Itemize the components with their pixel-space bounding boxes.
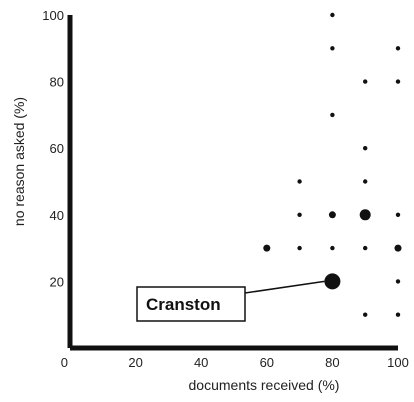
y-tick-label: 40: [50, 208, 64, 223]
x-tick-label: 0: [61, 355, 68, 370]
x-axis-label: documents received (%): [189, 377, 340, 393]
x-tick-label: 60: [260, 355, 274, 370]
data-point: [328, 211, 336, 219]
data-point: [395, 46, 401, 51]
data-point: [359, 209, 371, 221]
annotation-label: Cranston: [146, 295, 221, 314]
data-point: [330, 112, 335, 118]
annotation-leader-line: [244, 280, 325, 294]
data-point: [297, 212, 302, 217]
y-tick-label: 100: [42, 8, 64, 23]
x-tick-labels: 0 20 40 60 80 100: [61, 355, 409, 370]
data-point: [363, 79, 368, 84]
y-tick-label: 60: [50, 141, 64, 156]
data-point: [395, 279, 401, 284]
data-point: [324, 273, 341, 290]
y-tick-label: 20: [50, 274, 64, 289]
data-point: [330, 12, 335, 18]
x-tick-label: 40: [194, 355, 208, 370]
data-point: [297, 179, 302, 184]
data-point: [363, 179, 368, 184]
data-point: [263, 244, 271, 252]
y-tick-label: 80: [50, 75, 64, 90]
y-axis-label: no reason asked (%): [11, 97, 27, 226]
data-point: [395, 312, 401, 317]
data-point: [395, 79, 401, 84]
x-tick-label: 100: [387, 355, 409, 370]
x-tick-label: 20: [128, 355, 142, 370]
data-points: [263, 12, 402, 351]
y-tick-labels: 20 40 60 80 100: [42, 8, 64, 289]
data-point: [330, 245, 335, 251]
axes: [67, 15, 398, 351]
data-point: [363, 245, 368, 251]
data-point: [330, 46, 335, 51]
x-tick-label: 80: [325, 355, 339, 370]
data-point: [395, 212, 401, 217]
cranston-annotation: Cranston: [136, 280, 325, 322]
data-point: [297, 345, 302, 351]
data-point: [363, 146, 368, 151]
annotation-box: [136, 286, 246, 322]
data-point: [363, 312, 368, 317]
data-point: [394, 244, 402, 252]
data-point: [297, 245, 302, 251]
